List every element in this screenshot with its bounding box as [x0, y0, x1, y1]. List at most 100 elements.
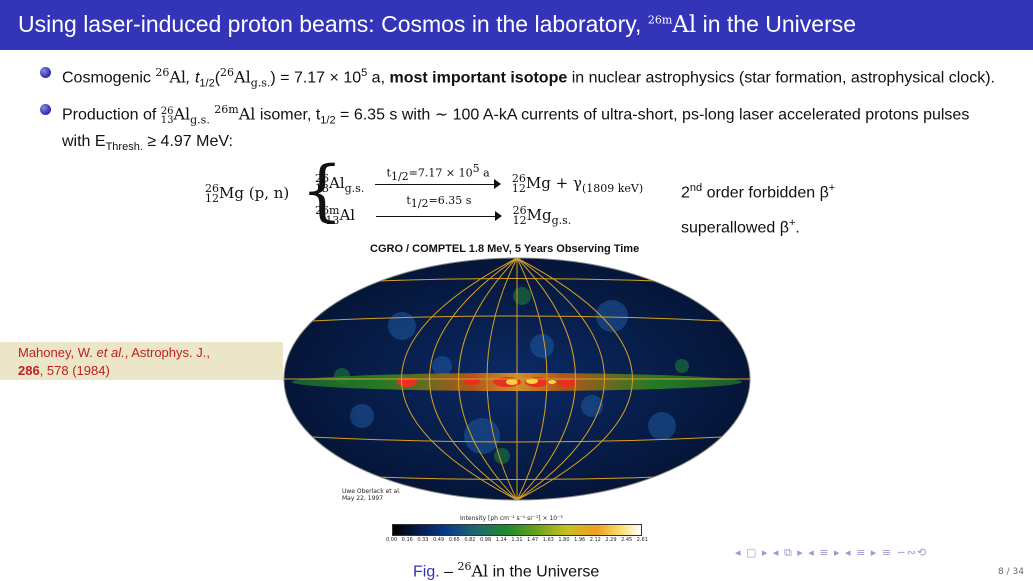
- label-exp: 5: [472, 162, 480, 175]
- colorbar-tick: 0.98: [480, 537, 492, 543]
- text: ≥ 4.97 MeV:: [142, 133, 233, 151]
- iso-element: Mg: [219, 184, 244, 202]
- colorbar-ticks: 0.00 0.16 0.33 0.49 0.65 0.82 0.98 1.14 1.31 1.47…: [386, 537, 648, 543]
- text: , t: [186, 69, 200, 87]
- text: isomer, t: [255, 105, 321, 123]
- half-life-sub: 1/2: [199, 77, 215, 90]
- credit-line: May 22, 1997: [342, 495, 384, 502]
- colorbar-tick: 2.45: [621, 537, 633, 543]
- colorbar-tick: 1.63: [542, 537, 554, 543]
- text: a,: [367, 69, 390, 87]
- iso-z: 12: [512, 214, 527, 227]
- iso-mass: 26: [457, 560, 472, 573]
- ordinal-sup: nd: [689, 182, 703, 194]
- colorbar-tick: 0.33: [417, 537, 429, 543]
- volume: 286: [18, 363, 40, 378]
- bullet-dot-icon: [40, 67, 51, 78]
- citation-text: Mahoney, W. et al., Astrophys. J., 286, 5…: [18, 344, 210, 380]
- bold-emphasis: most important isotope: [389, 69, 568, 87]
- title-bar: Using laser-induced proton beams: Cosmos…: [0, 0, 1033, 50]
- citation-box: [0, 342, 283, 380]
- bullet-list: Cosmogenic 26Al, t1/2(26Alg.s.) = 7.17 ×…: [36, 62, 996, 162]
- iso-state: g.s.: [344, 182, 365, 195]
- page-number: 8 / 34: [998, 567, 1024, 577]
- map-caption: CGRO / COMPTEL 1.8 MeV, 5 Years Observin…: [370, 243, 640, 255]
- decay-row-1: 26 13Alg.s. t1/2=7.17 × 105 a 26 12Mg + γ(…: [315, 162, 643, 195]
- label-sub: 1/2: [390, 169, 409, 183]
- reaction-lhs: 26 12Mg (p, n): [205, 183, 290, 205]
- decay-row-2: 26m 13Al t1/2=6.35 s 26 12Mgg.s.: [315, 194, 571, 227]
- colorbar-tick: 0.49: [433, 537, 445, 543]
- beta-plus: +: [788, 217, 796, 229]
- text: .: [795, 219, 800, 237]
- colorbar-tick: 0.65: [448, 537, 460, 543]
- reaction-channel: (p, n): [243, 184, 290, 202]
- arrow-label: t1/2=7.17 × 105 a: [375, 162, 501, 183]
- iso-mass: 26m: [214, 102, 239, 116]
- label-sub: 1/2: [410, 197, 429, 211]
- colorbar-tick: 1.47: [527, 537, 539, 543]
- left-brace-icon: {: [301, 152, 343, 229]
- all-sky-map-image: [283, 257, 751, 501]
- colorbar-tick: 1.80: [558, 537, 570, 543]
- iso-state: g.s.: [250, 76, 271, 90]
- colorbar-tick: 1.31: [511, 537, 523, 543]
- iso-z: 13: [160, 114, 174, 126]
- text: ) = 7.17 × 10: [270, 69, 362, 87]
- text: Mahoney, W.: [18, 345, 97, 360]
- threshold-sub: Thresh.: [105, 141, 143, 154]
- colorbar-tick: 2.61: [636, 537, 648, 543]
- colorbar-tick: 1.96: [574, 537, 586, 543]
- iso-element: Al: [238, 103, 256, 123]
- beta-plus: +: [828, 182, 836, 194]
- colorbar-tick: 1.14: [495, 537, 507, 543]
- beamer-nav-controls[interactable]: ◂ ▢ ▸ ◂ ⧉ ▸ ◂ ≡ ▸ ◂ ≡ ▸ ≡ ∽∾⟲: [735, 546, 928, 559]
- iso-mass: 26: [315, 172, 329, 185]
- credit-line: Uwe Oberlack et al.: [342, 488, 401, 495]
- colorbar-tick: 0.00: [386, 537, 398, 543]
- iso-mass: 26: [160, 105, 174, 117]
- text: Production of: [62, 105, 161, 123]
- bullet-item-2: Production of 26 13Alg.s. 26mAl isomer, t…: [36, 99, 996, 159]
- decay-arrow-icon: t1/2=7.17 × 105 a: [375, 162, 502, 190]
- iso-z: 13: [325, 214, 340, 227]
- iso-mass: 26m: [315, 204, 340, 217]
- iso-stack: 26 13: [160, 105, 174, 126]
- iso-z: 12: [511, 182, 526, 195]
- iso-z: 13: [315, 182, 329, 195]
- iso-z: 12: [205, 192, 219, 205]
- note-superallowed: superallowed β+.: [681, 217, 800, 237]
- text: –: [439, 563, 458, 581]
- iso-element: Al: [471, 561, 489, 581]
- text: in the Universe: [488, 563, 600, 581]
- gamma-text: + γ: [550, 174, 582, 192]
- map-credit: Uwe Oberlack et al. May 22, 1997: [342, 488, 401, 502]
- title-isotope-mass: 26m: [647, 13, 673, 27]
- colorbar: [392, 524, 642, 536]
- colorbar-tick: 2.29: [605, 537, 617, 543]
- text: 2: [681, 184, 690, 202]
- text: , 578 (1984): [39, 363, 110, 378]
- iso-stack: 26 12: [512, 204, 527, 227]
- bullet-dot-icon: [40, 103, 51, 115]
- iso-state: g.s.: [190, 113, 210, 127]
- text: (: [214, 69, 221, 87]
- arrow-label: t1/2=6.35 s: [376, 194, 502, 210]
- colorbar-tick: 0.16: [401, 537, 413, 543]
- iso-element: Mg: [526, 206, 552, 224]
- exponent: 5: [361, 67, 368, 79]
- bullet-item-1: Cosmogenic 26Al, t1/2(26Alg.s.) = 7.17 ×…: [36, 62, 996, 95]
- iso-mass: 26: [220, 66, 235, 79]
- slide-title: Using laser-induced proton beams: Cosmos…: [18, 11, 856, 38]
- iso-element: Al: [234, 67, 251, 87]
- text: superallowed β: [681, 219, 789, 237]
- iso-mass: 26: [512, 204, 527, 217]
- iso-element: Al: [339, 206, 356, 224]
- iso-element: Mg: [525, 174, 551, 192]
- iso-stack: 26 12: [205, 183, 219, 205]
- title-tail: in the Universe: [696, 11, 857, 37]
- title-isotope-element: Al: [672, 12, 697, 38]
- label-val: =7.17 × 10: [408, 166, 473, 180]
- text: = 6.35 s with ∼ 100 A-kA currents of ult…: [62, 105, 970, 151]
- label-val: =6.35 s: [428, 194, 472, 207]
